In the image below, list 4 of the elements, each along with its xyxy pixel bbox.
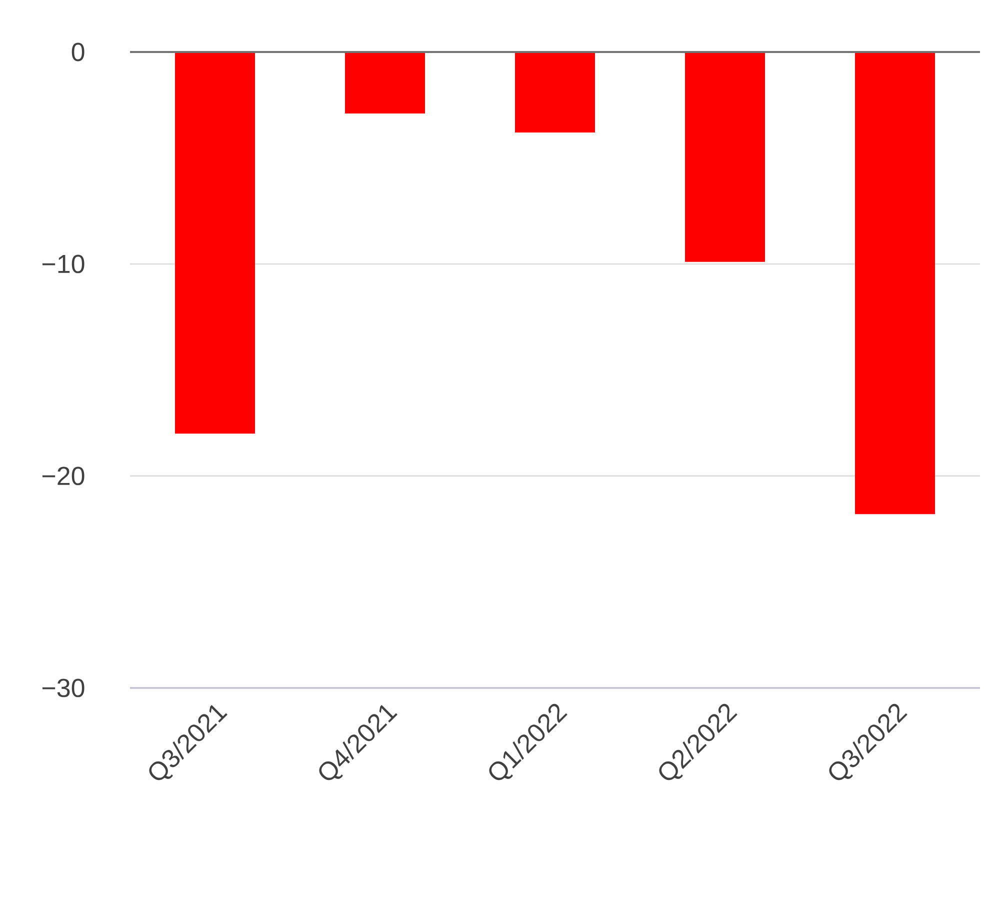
y-tick-label: −30 — [42, 678, 84, 698]
y-tick-label: 0 — [72, 42, 84, 62]
y-tick-label: −10 — [42, 254, 84, 274]
y-tick-label: −20 — [42, 466, 84, 486]
